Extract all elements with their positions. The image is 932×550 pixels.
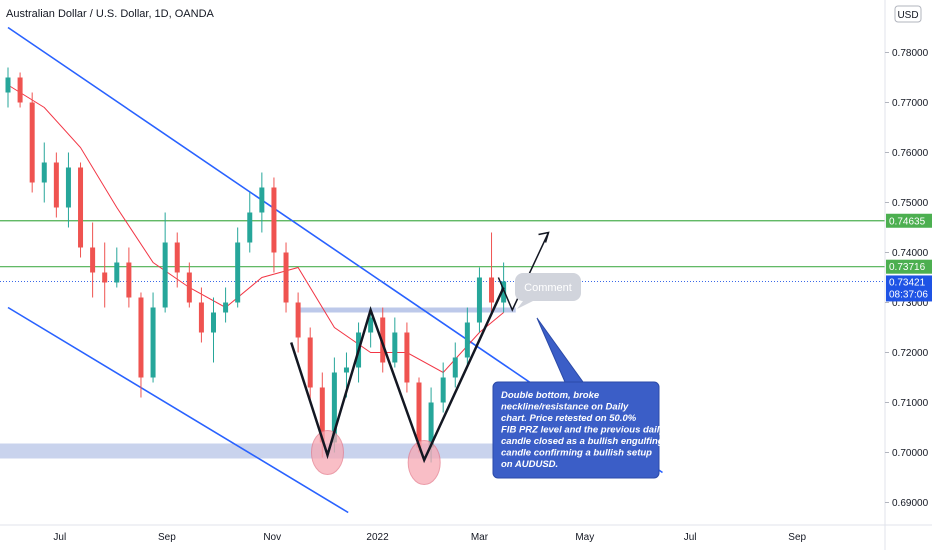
candles-layer [5,67,507,463]
candle-body [404,332,410,383]
x-tick-label: Sep [158,532,176,543]
candle-body [501,281,507,303]
support-zone [0,443,612,459]
channel-lower-line [7,306,349,514]
currency-button[interactable]: USD [894,5,922,23]
candle-body [476,277,482,323]
comment-label: Comment [524,282,572,294]
candle-body [452,357,458,378]
countdown-label: 08:37:06 [889,289,928,300]
candle-body [464,322,470,358]
candle-body [150,307,156,378]
currency-button-label[interactable]: USD [897,10,918,21]
candle-body [368,317,374,333]
note-line: Double bottom, broke [501,390,600,401]
candle-body [162,242,168,308]
double-bottom-pattern [290,286,505,464]
candle-body [489,277,495,303]
note-line: on AUDUSD. [501,459,558,470]
candle-body [380,317,386,363]
comment-bubble-tail [517,301,533,309]
candle-body [440,377,446,403]
candle-body [235,242,241,303]
candle-body [174,242,180,273]
x-tick-label: Nov [263,532,281,543]
x-tick-label: Sep [788,532,806,543]
x-tick-label: 2022 [366,532,389,543]
level-badge-label: 0.73716 [889,262,926,273]
x-tick-label: May [575,532,594,543]
candle-body [416,382,422,448]
x-tick-label: Mar [471,532,489,543]
neckline-zone [296,307,516,313]
note-line: candle confirming a bullish setup [501,448,652,459]
x-tick-label: Jul [53,532,66,543]
note-line: neckline/resistance on Daily [501,402,629,413]
candle-body [5,77,11,93]
candle-body [283,252,289,303]
candle-body [138,297,144,378]
candle-body [331,372,337,443]
candle-body [295,302,301,338]
candle-body [198,302,204,333]
candle-body [17,77,23,103]
y-tick-label: 0.69000 [892,498,929,509]
candle-body [211,312,216,333]
candle-body [114,262,120,283]
y-tick-label: 0.72000 [892,348,929,359]
time-axis[interactable]: Jul Sep Nov 2022 Mar May Jul Sep [0,524,932,543]
candle-body [90,247,96,273]
candle-body [259,187,265,213]
y-tick-label: 0.75000 [892,198,929,209]
y-tick-label: 0.77000 [892,98,929,109]
note-box [492,381,660,479]
price-axis[interactable]: 0.78000 0.77000 0.76000 0.75000 0.74000 0.730… [884,0,932,550]
candle-body [307,337,313,388]
y-tick-label: 0.71000 [892,398,929,409]
candle-body [65,167,71,208]
candle-body [186,272,192,303]
y-tick-label: 0.76000 [892,148,929,159]
forecast-arrow-head [538,231,550,243]
y-tick-label: 0.74000 [892,248,929,259]
candle-body [223,302,229,313]
annotation-layer: Comment Double bottom, brokeneckline/resi… [290,231,665,485]
candle-body [102,272,108,283]
zones-layer [0,307,612,459]
candle-body [343,367,349,373]
moving-average-line [7,84,504,374]
candle-body [247,212,253,243]
candle-body [53,162,59,208]
candle-body [41,162,47,183]
level-badge [886,213,932,228]
candle-body [271,187,277,253]
candle-body [428,402,434,448]
y-tick-label: 0.78000 [892,48,929,59]
note-line: candle closed as a bullish engulfing [501,436,664,447]
y-tick-label: 0.70000 [892,448,929,459]
candle-body [392,332,398,363]
comment-bubble [515,273,581,301]
candle-body [78,167,84,248]
chart-title: Australian Dollar / U.S. Dollar, 1D, OAN… [6,8,215,20]
level-badge-label: 0.74635 [889,216,926,227]
level-badge [886,259,932,274]
candle-body [29,102,35,183]
candle-body [319,387,325,443]
current-price-label: 0.73421 [889,277,926,288]
note-line: chart. Price retested on 50.0% [501,413,637,424]
current-price-badge [886,275,932,302]
forecast-arrow [497,232,550,312]
candle-body [126,262,132,298]
note-line: FIB PRZ level and the previous daily [501,425,665,436]
y-tick-label: 0.73000 [892,298,929,309]
currency-button-frame[interactable] [894,5,922,23]
x-tick-label: Jul [684,532,697,543]
